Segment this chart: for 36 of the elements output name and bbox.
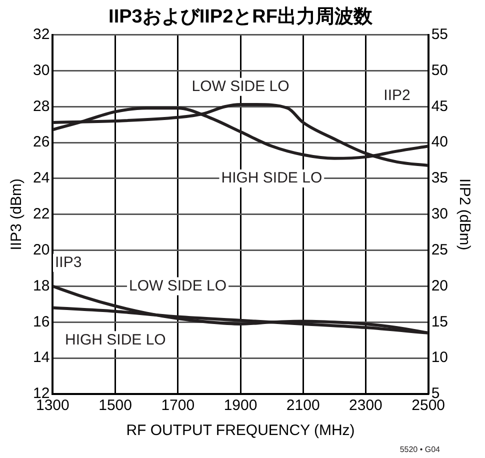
x-tick-label: 2100 bbox=[286, 397, 320, 414]
annotation: HIGH SIDE LO bbox=[64, 331, 166, 348]
y-tick-label: 24 bbox=[32, 170, 50, 187]
y2-tick-label: 40 bbox=[431, 134, 448, 151]
y-tick-label: 26 bbox=[32, 134, 50, 151]
y2-axis-title: IIP2 (dBm) bbox=[456, 178, 473, 250]
y-tick-label: 18 bbox=[32, 277, 50, 294]
annotation: LOW SIDE LO bbox=[192, 78, 290, 96]
y-tick-label: 28 bbox=[32, 98, 50, 115]
annotation: LOW SIDE LO bbox=[129, 277, 227, 294]
y-tick-label: 16 bbox=[32, 313, 50, 330]
y2-tick-label: 50 bbox=[431, 62, 448, 79]
y2-tick-label: 20 bbox=[431, 277, 448, 294]
x-tick-label: 2300 bbox=[349, 397, 382, 414]
y2-tick-label: 15 bbox=[431, 313, 448, 330]
x-tick-label: 1900 bbox=[224, 397, 258, 414]
annotation: IIP3 bbox=[54, 254, 82, 272]
y2-tick-label: 25 bbox=[431, 241, 448, 258]
y-tick-label: 20 bbox=[32, 241, 50, 258]
text: 5520 • G04 bbox=[400, 445, 441, 454]
y2-tick-label: 55 bbox=[431, 26, 448, 43]
x-tick-label: 1500 bbox=[98, 397, 132, 414]
y2-tick-label: 35 bbox=[431, 170, 448, 187]
y-tick-label: 32 bbox=[32, 26, 50, 43]
y2-tick-label: 10 bbox=[431, 349, 448, 366]
annotation: HIGH SIDE LO bbox=[221, 170, 322, 187]
y-tick-label: 22 bbox=[32, 206, 50, 223]
y-axis-title: IIP3 (dBm) bbox=[8, 178, 26, 250]
x-axis-title: RF OUTPUT FREQUENCY (MHz) bbox=[126, 422, 355, 440]
x-tick-label: 1700 bbox=[161, 397, 195, 414]
y-tick-label: 30 bbox=[32, 62, 50, 79]
chart-title: IIP3およびIIP2とRF出力周波数 bbox=[108, 6, 374, 28]
y2-tick-label: 30 bbox=[431, 206, 448, 223]
annotation: IIP2 bbox=[384, 87, 410, 104]
y-tick-label: 14 bbox=[32, 349, 50, 366]
y2-tick-label: 45 bbox=[431, 98, 448, 115]
